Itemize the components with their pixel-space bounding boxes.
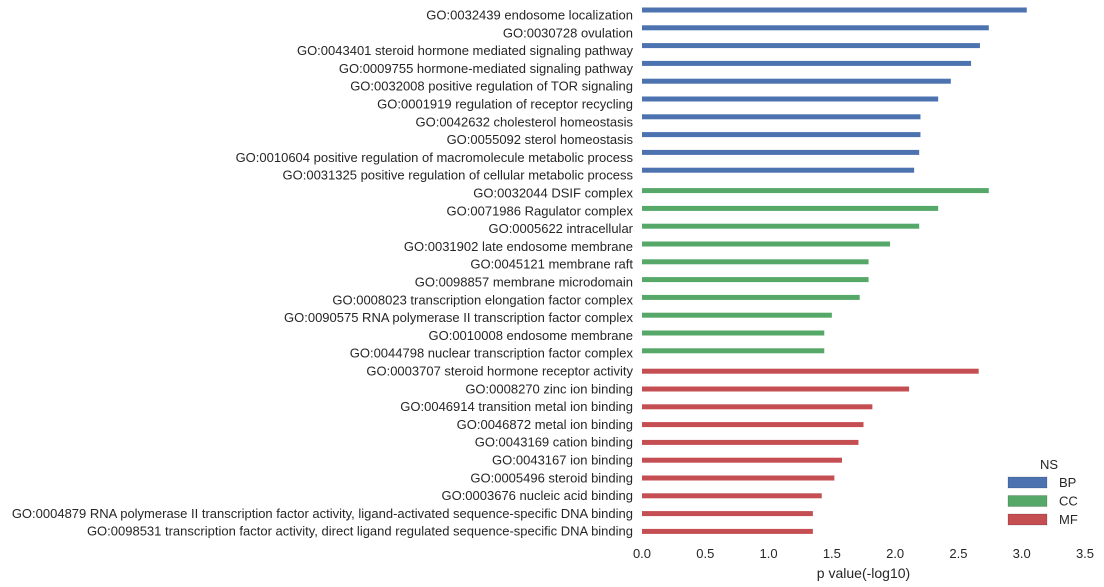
bar-go-0043169 [642,439,859,445]
x-tick-label: 1.5 [823,546,841,561]
x-tick-label: 3.0 [1013,546,1031,561]
category-label-group: GO:0032439 endosome localization GO:00307… [12,8,634,539]
bar-go-0008270 [642,386,910,392]
bar-go-0010008 [642,330,825,336]
bar-go-0004879 [642,511,813,517]
x-tick-label: 2.5 [949,546,967,561]
category-label: GO:0032008 positive regulation of TOR si… [350,79,633,94]
legend-label-cc: CC [1059,494,1078,509]
category-label: GO:0008270 zinc ion binding [465,381,633,396]
bar-go-0046914 [642,404,873,410]
bar-go-0071986 [642,205,939,211]
category-label: GO:0009755 hormone-mediated signaling pa… [339,61,634,76]
x-axis-title: p value(-log10) [817,565,910,581]
category-label: GO:0071986 Ragulator complex [447,203,634,218]
category-label: GO:0004879 RNA polymerase II transcripti… [12,506,633,521]
bar-go-0010604 [642,149,920,155]
bar-go-0098531 [642,528,813,534]
category-label: GO:0003707 steroid hormone receptor acti… [366,364,633,379]
category-label: GO:0032044 DSIF complex [473,186,633,201]
bar-go-0043167 [642,457,842,463]
category-label: GO:0005496 steroid binding [470,470,633,485]
category-label: GO:0044798 nuclear transcription factor … [350,346,634,361]
legend: NS BP CC MF [1007,457,1078,527]
bar-go-0044798 [642,348,825,354]
bar-go-0032008 [642,78,951,84]
category-label: GO:0043167 ion binding [492,453,633,468]
bar-go-0090575 [642,312,832,318]
x-tick-label: 1.0 [760,546,778,561]
bar-go-0032044 [642,188,989,194]
category-label: GO:0005622 intracellular [488,221,633,236]
category-label: GO:0042632 cholesterol homeostasis [415,114,633,129]
legend-swatch-mf [1007,513,1048,526]
category-label: GO:0003676 nucleic acid binding [441,488,633,503]
bar-go-0005622 [642,223,920,229]
legend-title: NS [1040,457,1058,472]
bar-go-0030728 [642,25,989,31]
category-label: GO:0055092 sterol homeostasis [447,132,634,147]
bar-go-0001919 [642,96,939,102]
category-label: GO:0010008 endosome membrane [428,328,633,343]
bar-go-0005496 [642,475,835,481]
category-label: GO:0010604 positive regulation of macrom… [236,150,634,165]
category-label: GO:0090575 RNA polymerase II transcripti… [284,310,633,325]
bar-go-0045121 [642,259,869,265]
x-tick-label: 2.0 [886,546,904,561]
bar-go-0042632 [642,114,921,120]
category-label: GO:0098531 transcription factor activity… [87,524,633,539]
bar-go-0098857 [642,277,869,283]
category-label: GO:0030728 ovulation [503,25,633,40]
bar-go-0031325 [642,167,915,173]
x-tick-label: 3.5 [1076,546,1094,561]
category-label: GO:0098857 membrane microdomain [415,275,633,290]
bar-go-0043401 [642,43,980,49]
category-label: GO:0045121 membrane raft [470,257,633,272]
category-label: GO:0043401 steroid hormone mediated sign… [297,43,634,58]
bar-go-0008023 [642,294,860,300]
x-tick-group: 0.0 0.5 1.0 1.5 2.0 2.5 3.0 3.5 [633,546,1094,561]
bar-go-0032439 [642,7,1027,13]
bar-go-0055092 [642,132,921,138]
bar-group [642,7,1027,534]
bar-go-0003676 [642,493,822,499]
bar-go-0003707 [642,368,979,374]
bar-go-0046872 [642,422,864,428]
category-label: GO:0043169 cation binding [475,435,633,450]
bar-go-0009755 [642,60,972,66]
category-label: GO:0032439 endosome localization [426,8,633,23]
x-tick-label: 0.0 [633,546,651,561]
category-label: GO:0008023 transcription elongation fact… [332,292,633,307]
legend-swatch-bp [1007,476,1048,489]
bar-go-0031902 [642,241,891,247]
legend-label-mf: MF [1059,512,1078,527]
category-label: GO:0046872 metal ion binding [457,417,633,432]
legend-swatch-cc [1007,495,1048,507]
category-label: GO:0031325 positive regulation of cellul… [283,168,634,183]
category-label: GO:0001919 regulation of receptor recycl… [377,97,633,112]
x-tick-label: 0.5 [696,546,714,561]
category-label: GO:0031902 late endosome membrane [404,239,633,254]
category-label: GO:0046914 transition metal ion binding [400,399,633,414]
legend-label-bp: BP [1059,475,1076,490]
